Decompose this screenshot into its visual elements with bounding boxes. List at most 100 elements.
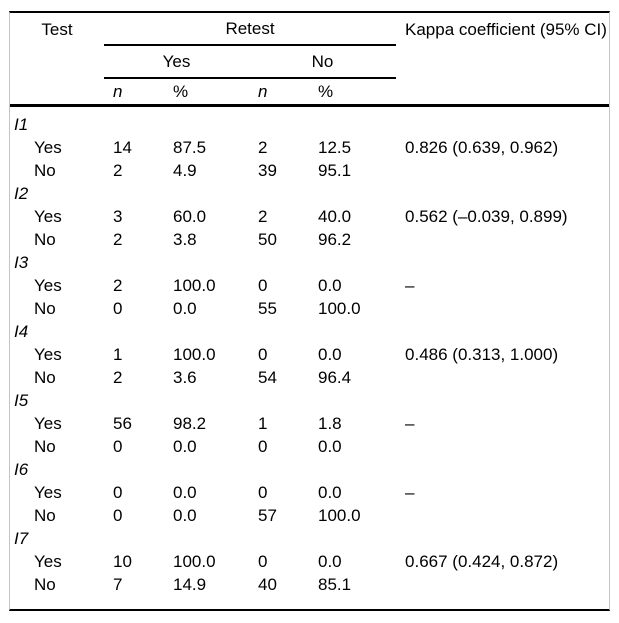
row-label: Yes <box>34 137 62 157</box>
group-row: I7 <box>10 527 609 550</box>
cell-pct-yes: 87.5 <box>173 137 207 157</box>
cell-n-yes: 2 <box>113 275 123 295</box>
cell-n-yes: 0 <box>113 482 123 502</box>
cell-pct-yes: 100.0 <box>173 275 216 295</box>
row-label: No <box>34 229 56 249</box>
header-row-1: Test Retest Kappa coefficient (95% CI) <box>10 13 609 46</box>
cell-pct-yes: 0.0 <box>173 505 197 525</box>
cell-n-no: 0 <box>258 344 268 364</box>
col-header-n-yes: n <box>104 79 164 107</box>
cell-pct-no: 0.0 <box>318 482 342 502</box>
table-body: I1 Yes 14 87.5 2 12.5 0.826 (0.639, 0.962) No 2 4… <box>10 107 609 596</box>
group-row: I4 <box>10 320 609 343</box>
cell-n-no: 55 <box>258 298 277 318</box>
cell-n-no: 39 <box>258 160 277 180</box>
group-label: I5 <box>14 390 29 410</box>
row-label: No <box>34 298 56 318</box>
cell-n-no: 0 <box>258 482 268 502</box>
col-header-retest: Retest <box>104 13 397 46</box>
cell-pct-yes: 60.0 <box>173 206 207 226</box>
cell-kappa <box>396 297 609 320</box>
cell-n-yes: 14 <box>113 137 132 157</box>
col-header-pct-yes: % <box>164 79 249 107</box>
col-header-test: Test <box>41 19 73 39</box>
table-header: Test Retest Kappa coefficient (95% CI) Y… <box>10 13 609 107</box>
row-label: Yes <box>34 551 62 571</box>
row-label: No <box>34 574 56 594</box>
data-row: No 0 0.0 55 100.0 <box>10 297 609 320</box>
col-header-pct-no: % <box>309 79 397 107</box>
cell-pct-yes: 3.8 <box>173 229 197 249</box>
cell-kappa <box>396 504 609 527</box>
cell-kappa: 0.667 (0.424, 0.872) <box>405 551 559 571</box>
data-row: No 2 3.8 50 96.2 <box>10 228 609 251</box>
group-label: I6 <box>14 459 29 479</box>
cell-n-yes: 1 <box>113 344 123 364</box>
test-retest-table: Test Retest Kappa coefficient (95% CI) Y… <box>10 13 609 596</box>
cell-n-no: 40 <box>258 574 277 594</box>
cell-n-yes: 2 <box>113 229 123 249</box>
cell-n-yes: 0 <box>113 298 123 318</box>
spacer-cell <box>10 79 104 107</box>
cell-pct-yes: 0.0 <box>173 436 197 456</box>
row-label: Yes <box>34 344 62 364</box>
cell-n-yes: 2 <box>113 160 123 180</box>
data-row: Yes 1 100.0 0 0.0 0.486 (0.313, 1.000) <box>10 343 609 366</box>
cell-n-no: 2 <box>258 206 268 226</box>
cell-pct-no: 96.2 <box>318 229 352 249</box>
cell-n-no: 2 <box>258 137 268 157</box>
cell-pct-yes: 100.0 <box>173 551 216 571</box>
data-row: Yes 10 100.0 0 0.0 0.667 (0.424, 0.872) <box>10 550 609 573</box>
cell-pct-no: 0.0 <box>318 275 342 295</box>
data-row: No 7 14.9 40 85.1 <box>10 573 609 596</box>
group-row: I1 <box>10 113 609 136</box>
cell-pct-yes: 100.0 <box>173 344 216 364</box>
cell-n-yes: 0 <box>113 436 123 456</box>
cell-pct-no: 95.1 <box>318 160 352 180</box>
col-header-no: No <box>249 46 397 79</box>
cell-pct-no: 100.0 <box>318 298 361 318</box>
cell-kappa <box>396 159 609 182</box>
data-row: No 0 0.0 0 0.0 <box>10 435 609 458</box>
cell-n-no: 57 <box>258 505 277 525</box>
cell-kappa <box>396 435 609 458</box>
data-row: Yes 0 0.0 0 0.0 – <box>10 481 609 504</box>
cell-n-no: 0 <box>258 436 268 456</box>
row-label: Yes <box>34 275 62 295</box>
col-header-kappa: Kappa coefficient (95% CI) <box>405 19 607 39</box>
data-row: Yes 2 100.0 0 0.0 – <box>10 274 609 297</box>
cell-n-yes: 10 <box>113 551 132 571</box>
cell-pct-no: 40.0 <box>318 206 352 226</box>
group-label: I7 <box>14 528 29 548</box>
data-row: Yes 3 60.0 2 40.0 0.562 (–0.039, 0.899) <box>10 205 609 228</box>
header-row-2: Yes No <box>10 46 609 79</box>
cell-kappa: – <box>405 413 415 433</box>
row-label: Yes <box>34 206 62 226</box>
cell-pct-no: 100.0 <box>318 505 361 525</box>
row-label: No <box>34 436 56 456</box>
data-row: No 2 3.6 54 96.4 <box>10 366 609 389</box>
cell-kappa <box>396 573 609 596</box>
cell-pct-yes: 98.2 <box>173 413 207 433</box>
col-header-n-no: n <box>249 79 309 107</box>
cell-pct-yes: 4.9 <box>173 160 197 180</box>
cell-n-no: 1 <box>258 413 268 433</box>
cell-pct-no: 12.5 <box>318 137 352 157</box>
data-row: No 0 0.0 57 100.0 <box>10 504 609 527</box>
header-row-3: n % n % <box>10 79 609 107</box>
cell-pct-no: 0.0 <box>318 344 342 364</box>
cell-kappa: – <box>405 275 415 295</box>
cell-n-yes: 56 <box>113 413 132 433</box>
row-label: No <box>34 367 56 387</box>
cell-n-yes: 0 <box>113 505 123 525</box>
row-label: No <box>34 160 56 180</box>
group-row: I6 <box>10 458 609 481</box>
cell-pct-no: 0.0 <box>318 551 342 571</box>
cell-pct-no: 96.4 <box>318 367 352 387</box>
cell-kappa: 0.826 (0.639, 0.962) <box>405 137 559 157</box>
table-frame: Test Retest Kappa coefficient (95% CI) Y… <box>9 11 610 611</box>
cell-kappa <box>396 228 609 251</box>
data-row: No 2 4.9 39 95.1 <box>10 159 609 182</box>
cell-kappa: 0.562 (–0.039, 0.899) <box>405 206 568 226</box>
